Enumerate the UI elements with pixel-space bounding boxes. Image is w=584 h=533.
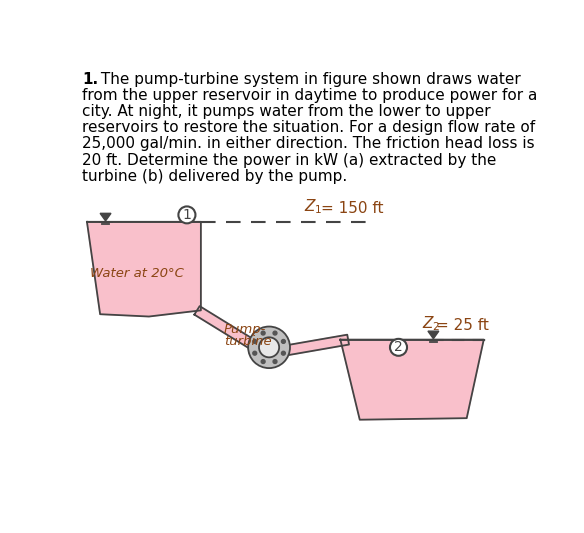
Polygon shape [285,335,349,356]
Text: reservoirs to restore the situation. For a design flow rate of: reservoirs to restore the situation. For… [82,120,536,135]
Circle shape [261,360,265,364]
Text: turbine (b) delivered by the pump.: turbine (b) delivered by the pump. [82,168,347,184]
Polygon shape [428,331,439,338]
Text: 2: 2 [394,340,403,354]
Polygon shape [194,306,255,349]
Polygon shape [100,213,111,221]
Circle shape [281,351,286,355]
Circle shape [253,351,257,355]
Circle shape [253,340,257,343]
Text: The pump-turbine system in figure shown draws water: The pump-turbine system in figure shown … [96,71,521,87]
Text: turbine: turbine [224,335,272,348]
Text: Pump-: Pump- [224,322,266,336]
Polygon shape [340,340,484,419]
Circle shape [248,327,290,368]
Circle shape [261,331,265,335]
Text: 20 ft. Determine the power in kW (a) extracted by the: 20 ft. Determine the power in kW (a) ext… [82,152,496,167]
Circle shape [273,331,277,335]
Text: $Z_1$: $Z_1$ [304,198,322,216]
Circle shape [281,340,286,343]
Text: = 150 ft: = 150 ft [321,201,384,216]
Text: Water at 20°C: Water at 20°C [90,267,184,280]
Text: from the upper reservoir in daytime to produce power for a: from the upper reservoir in daytime to p… [82,88,538,103]
Circle shape [273,360,277,364]
Text: 1.: 1. [82,71,99,87]
Text: city. At night, it pumps water from the lower to upper: city. At night, it pumps water from the … [82,104,491,119]
Text: 1: 1 [182,208,192,222]
Circle shape [259,337,279,357]
Text: 25,000 gal/min. in either direction. The friction head loss is: 25,000 gal/min. in either direction. The… [82,136,535,151]
Circle shape [178,206,196,223]
Circle shape [390,339,407,356]
Polygon shape [87,222,201,317]
Text: = 25 ft: = 25 ft [436,318,489,334]
Text: $Z_2$: $Z_2$ [422,315,440,334]
